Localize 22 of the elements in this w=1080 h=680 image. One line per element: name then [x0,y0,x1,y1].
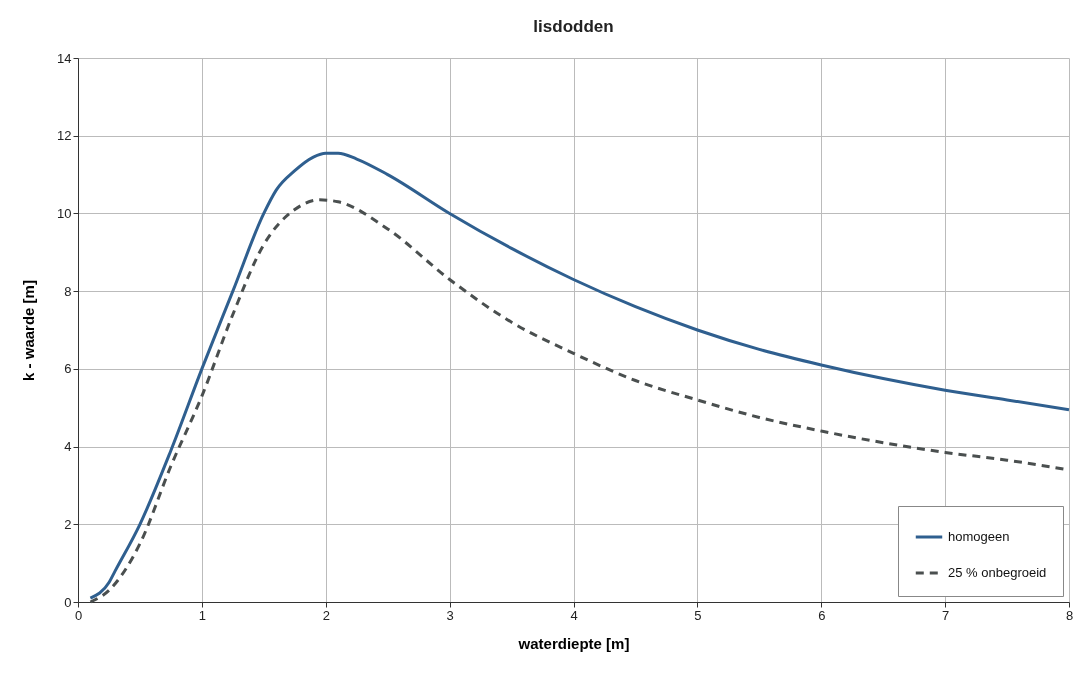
y-tick-label: 2 [64,516,72,532]
y-tick-label: 8 [64,283,72,299]
y-tick-label: 14 [57,50,72,66]
x-tick-label: 2 [322,607,330,623]
x-tick-label: 8 [1065,607,1074,623]
y-tick-label: 0 [64,594,72,610]
y-tick-label: 6 [64,361,72,377]
x-tick-label: 1 [198,607,206,623]
y-axis-title: k - waarde [m] [20,280,38,381]
chart-title: lisdodden [533,17,614,36]
x-tick-label: 7 [942,607,950,623]
y-tick-label: 4 [64,439,72,455]
y-tick-label: 10 [57,205,72,221]
x-tick-label: 5 [694,607,702,623]
x-tick-label: 4 [570,607,578,623]
y-tick-label: 12 [57,128,72,144]
x-tick-label: 3 [446,607,454,623]
x-axis-title: waterdiepte [m] [517,634,630,652]
x-tick-label: 6 [818,607,826,623]
legend-label: 25 % onbegroeid [948,565,1047,580]
legend-label: homogeen [948,529,1010,544]
x-tick-label: 0 [74,607,83,623]
